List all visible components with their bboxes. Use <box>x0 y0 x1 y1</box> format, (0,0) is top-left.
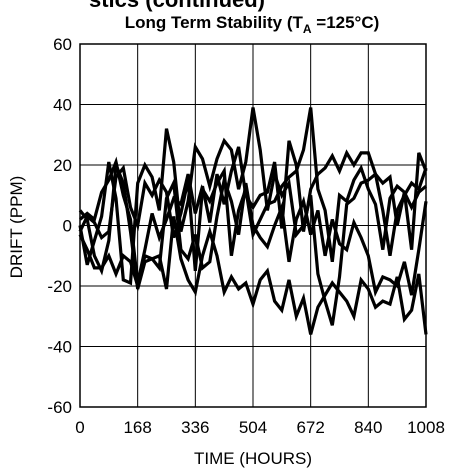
x-tick-label: 0 <box>75 418 84 437</box>
y-tick-label: 40 <box>53 96 72 115</box>
chart-title: Long Term Stability (TA =125°C) <box>125 13 380 36</box>
series-line-1 <box>78 107 428 326</box>
y-tick-label: -20 <box>47 277 72 296</box>
x-tick-labels: 0 168 336 504 672 840 1008 <box>75 418 445 437</box>
x-axis-title: TIME (HOURS) <box>194 449 312 468</box>
chart-title-subscript: A <box>303 22 312 36</box>
y-axis-title: DRIFT (PPM) <box>7 176 26 279</box>
x-tick-label: 672 <box>296 418 324 437</box>
x-tick-label: 504 <box>239 418 267 437</box>
series-line-5 <box>78 164 428 335</box>
y-tick-labels: -60 -40 -20 0 20 40 60 <box>47 35 72 417</box>
x-tick-label: 1008 <box>407 418 445 437</box>
series-group <box>78 107 428 335</box>
x-tick-label: 336 <box>181 418 209 437</box>
y-tick-label: 0 <box>63 217 72 236</box>
chart-title-suffix: =125°C) <box>312 13 380 32</box>
x-tick-label: 840 <box>354 418 382 437</box>
y-tick-label: 60 <box>53 35 72 54</box>
y-tick-label: -40 <box>47 338 72 357</box>
plot-frame <box>79 43 427 408</box>
x-tick-label: 168 <box>123 418 151 437</box>
header-fragment: stics (continued) <box>89 0 265 12</box>
y-tick-label: -60 <box>47 398 72 417</box>
chart-title-prefix: Long Term Stability (T <box>125 13 304 32</box>
y-tick-label: 20 <box>53 156 72 175</box>
series-line-2 <box>78 107 428 272</box>
